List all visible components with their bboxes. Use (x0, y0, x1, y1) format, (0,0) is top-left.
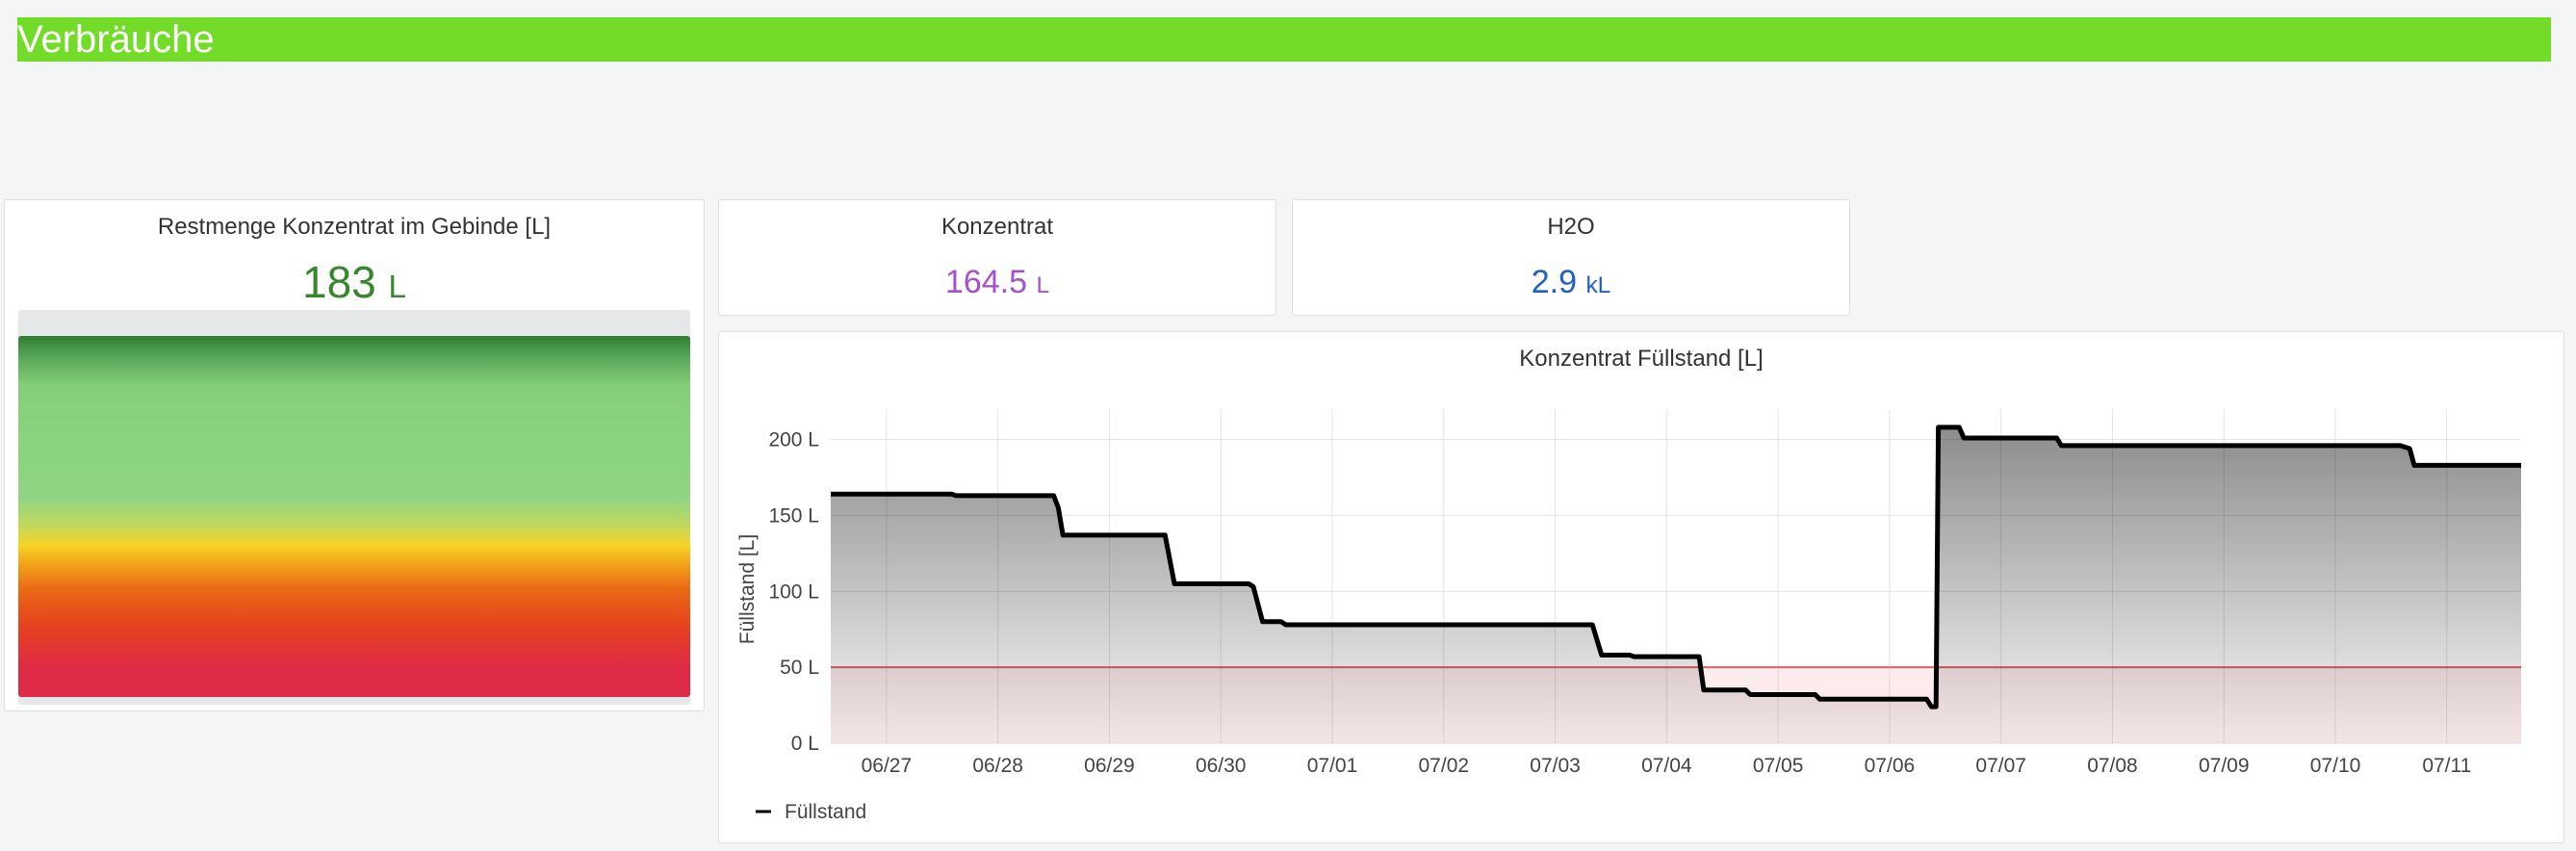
x-tick-label: 07/06 (1865, 755, 1916, 777)
konzentrat-stat-panel[interactable]: Konzentrat 164.5 L (718, 199, 1276, 316)
gauge-value: 183 L (5, 256, 704, 308)
y-axis-label: Füllstand [L] (736, 534, 759, 644)
dashboard-row-title[interactable]: Verbräuche (17, 17, 2551, 62)
fuellstand-chart-panel[interactable]: Konzentrat Füllstand [L] 0 L 50 L 100 L 150… (718, 331, 2564, 843)
gauge-fill-bar (18, 335, 690, 697)
x-axis-ticks: 06/27 06/28 06/29 06/30 07/01 07/02 07/03 07/04… (862, 755, 2472, 777)
x-tick-label: 06/30 (1196, 755, 1247, 777)
x-tick-label: 07/07 (1975, 755, 2026, 777)
x-tick-label: 07/11 (2422, 755, 2471, 777)
legend-label-fuellstand[interactable]: Füllstand (785, 801, 866, 823)
chart-legend[interactable]: Füllstand (756, 801, 866, 823)
konzentrat-value: 164.5 L (719, 264, 1275, 301)
x-tick-label: 07/04 (1641, 755, 1692, 777)
series-line-fuellstand (831, 425, 2521, 709)
panel-title: H2O (1547, 214, 1595, 240)
y-tick-label: 50 L (780, 657, 819, 679)
restmenge-gauge-panel[interactable]: Restmenge Konzentrat im Gebinde [L] 183 … (4, 199, 705, 711)
x-tick-label: 07/08 (2087, 755, 2138, 777)
x-tick-label: 07/03 (1530, 755, 1581, 777)
y-tick-label: 100 L (768, 580, 819, 603)
series-line (831, 425, 2521, 709)
y-tick-label: 200 L (768, 429, 819, 451)
x-tick-label: 06/28 (972, 755, 1023, 777)
h2o-value: 2.9 kL (1293, 264, 1849, 301)
h2o-value-number: 2.9 (1531, 264, 1577, 300)
gauge-value-unit: L (388, 270, 406, 305)
series-area-fill (831, 426, 2521, 743)
y-axis-ticks: 0 L 50 L 100 L 150 L 200 L (768, 429, 819, 755)
x-tick-label: 07/09 (2199, 755, 2250, 777)
row-title-text: Verbräuche (17, 18, 215, 61)
konzentrat-value-number: 164.5 (944, 264, 1028, 300)
h2o-stat-panel[interactable]: H2O 2.9 kL (1292, 199, 1850, 316)
x-tick-label: 07/10 (2310, 755, 2361, 777)
x-tick-label: 07/05 (1753, 755, 1804, 777)
panel-title: Konzentrat Füllstand [L] (1519, 346, 1764, 372)
h2o-value-unit: kL (1585, 272, 1611, 298)
panel-title: Konzentrat (940, 214, 1054, 240)
x-tick-label: 06/29 (1084, 755, 1135, 777)
y-tick-label: 150 L (768, 504, 819, 527)
panel-title: Restmenge Konzentrat im Gebinde [L] (157, 214, 552, 240)
x-tick-label: 06/27 (862, 755, 913, 777)
series-area (831, 426, 2521, 743)
x-tick-label: 07/02 (1419, 755, 1470, 777)
konzentrat-value-unit: L (1036, 272, 1050, 298)
y-tick-label: 0 L (791, 733, 819, 755)
x-tick-label: 07/01 (1307, 755, 1358, 777)
gauge-value-number: 183 (302, 257, 376, 307)
